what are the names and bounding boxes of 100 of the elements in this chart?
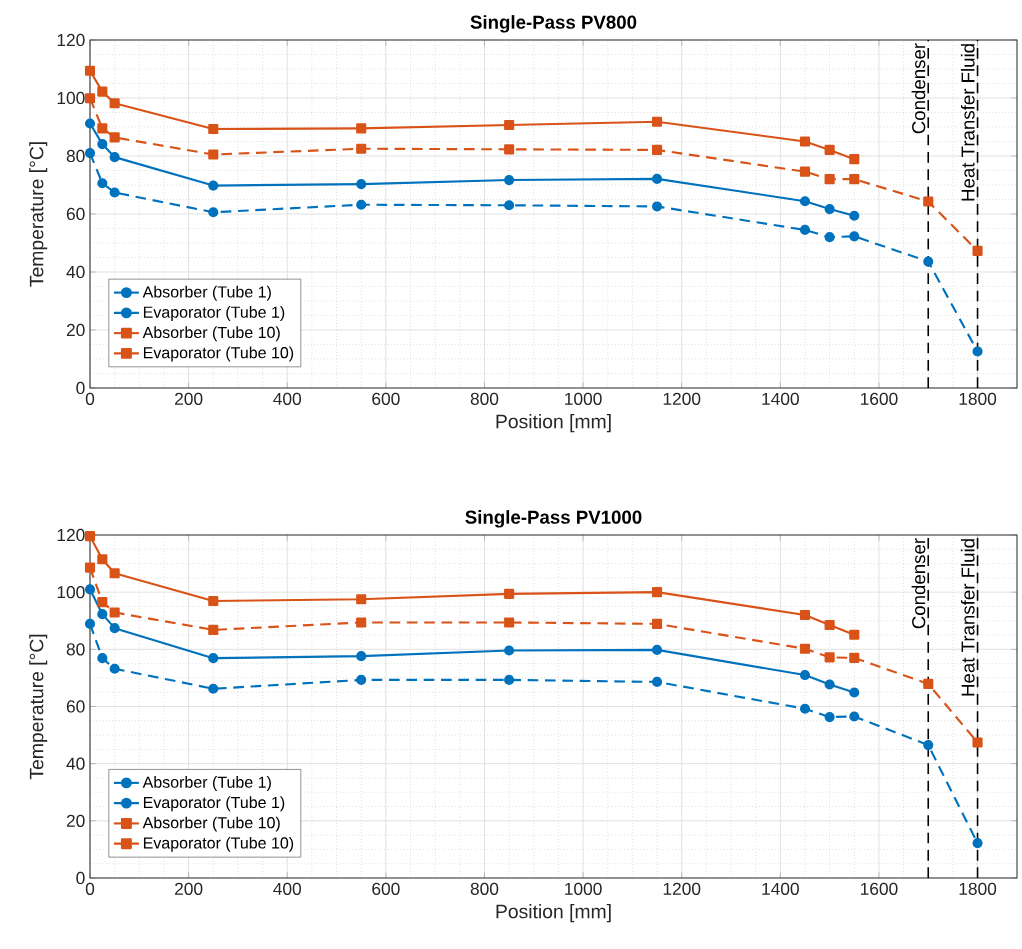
legend-label: Absorber (Tube 1) — [142, 776, 271, 791]
y-tick-label: 120 — [57, 33, 85, 47]
point — [97, 86, 108, 97]
point — [109, 98, 120, 109]
point — [84, 584, 96, 595]
y-tick-label: 60 — [66, 700, 85, 713]
point — [504, 674, 515, 685]
point — [356, 179, 367, 190]
point — [356, 199, 367, 210]
legend-label: Evaporator (Tube 10) — [143, 346, 294, 362]
point — [824, 679, 835, 690]
x-tick-label: 800 — [470, 882, 499, 895]
y-tick-label: 40 — [66, 265, 85, 279]
point — [651, 201, 663, 212]
point — [356, 674, 367, 685]
point — [972, 737, 983, 748]
x-tick-label: 0 — [85, 882, 95, 895]
x-tick-label: 1800 — [959, 392, 997, 405]
point — [109, 132, 120, 143]
point — [651, 676, 663, 687]
legend-label: Absorber (Tube 1) — [142, 285, 271, 301]
point — [849, 174, 860, 185]
x-axis-title: Position [mm] — [496, 414, 611, 433]
point — [97, 597, 108, 608]
point — [824, 652, 835, 663]
point — [356, 651, 367, 662]
x-tick-label: 1600 — [860, 392, 898, 405]
ref-line-label: Condenser — [911, 43, 926, 134]
point — [109, 623, 120, 634]
x-tick-label: 200 — [175, 882, 203, 895]
x-tick-label: 1000 — [565, 392, 602, 405]
point — [208, 595, 219, 607]
point — [849, 231, 860, 242]
point — [97, 123, 108, 134]
point — [824, 232, 835, 243]
point — [849, 210, 860, 221]
x-tick-label: 1200 — [663, 392, 701, 405]
y-tick-label: 80 — [66, 149, 85, 163]
point — [109, 663, 120, 674]
point — [799, 224, 811, 236]
legend-label: Evaporator (Tube 1) — [143, 796, 285, 812]
point — [799, 703, 811, 714]
point — [97, 653, 108, 664]
y-tick-label: 0 — [76, 871, 85, 885]
point — [84, 93, 96, 104]
x-tick-label: 1800 — [959, 882, 997, 895]
point — [923, 256, 934, 267]
chart-title: Single-Pass PV1000 — [465, 510, 642, 528]
point — [651, 116, 663, 127]
point — [849, 652, 860, 663]
point — [799, 136, 811, 147]
point — [109, 568, 120, 579]
x-tick-label: 800 — [470, 392, 499, 405]
legend-label: Absorber (Tube 10) — [142, 326, 280, 342]
y-tick-label: 80 — [66, 643, 85, 656]
legend-label: Absorber (Tube 10) — [142, 816, 280, 832]
point — [824, 711, 835, 723]
point — [849, 711, 860, 722]
point — [504, 144, 515, 155]
point — [799, 196, 811, 207]
ref-line-label: Condenser — [911, 538, 926, 629]
point — [84, 118, 96, 129]
ref-line-label: Heat Transfer Fluid — [960, 44, 975, 201]
point — [651, 587, 663, 598]
point — [208, 624, 219, 635]
point — [504, 645, 515, 656]
point — [651, 173, 663, 184]
point — [208, 180, 219, 191]
point — [799, 669, 811, 681]
point — [504, 200, 515, 211]
x-tick-label: 200 — [175, 392, 203, 405]
point — [208, 207, 219, 218]
y-tick-label: 0 — [76, 381, 85, 395]
y-axis-title: Temperature [°C] — [29, 142, 48, 287]
point — [504, 174, 515, 186]
point — [356, 123, 367, 134]
point — [504, 588, 515, 599]
point — [208, 653, 219, 664]
x-tick-label: 600 — [372, 392, 400, 405]
point — [84, 618, 96, 629]
point — [356, 617, 367, 628]
point — [651, 144, 663, 155]
point — [799, 166, 811, 177]
point — [799, 609, 811, 621]
x-tick-label: 400 — [273, 882, 302, 895]
point — [923, 196, 934, 207]
legend-label: Evaporator (Tube 10) — [143, 836, 294, 852]
point — [208, 123, 219, 135]
point — [356, 594, 367, 605]
point — [97, 139, 108, 150]
y-tick-label: 20 — [66, 323, 85, 337]
point — [504, 617, 515, 628]
legend-label: Evaporator (Tube 1) — [143, 306, 285, 321]
point — [97, 178, 108, 189]
y-tick-label: 20 — [66, 814, 85, 827]
point — [849, 629, 860, 640]
point — [97, 554, 108, 565]
point — [356, 143, 367, 154]
point — [849, 154, 860, 165]
point — [84, 562, 96, 573]
